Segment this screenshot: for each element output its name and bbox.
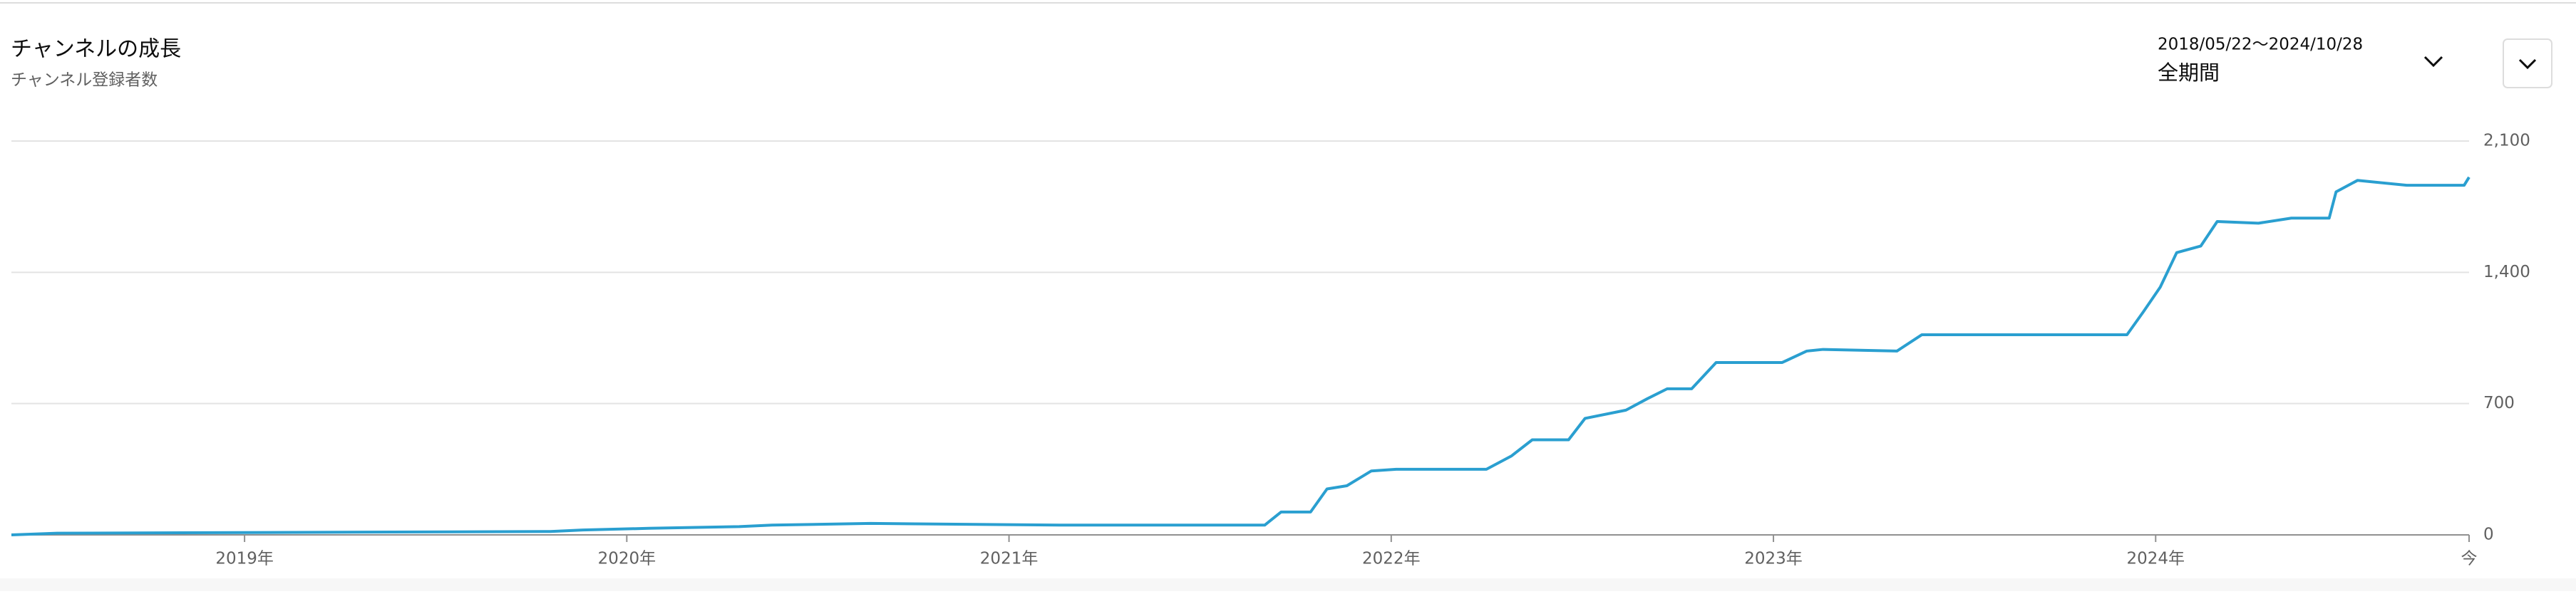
x-tick-label: 2024年 — [2127, 550, 2185, 568]
date-range: 2018/05/22〜2024/10/28 — [2158, 36, 2363, 54]
dropdown-chevron[interactable] — [2423, 56, 2443, 68]
chart-subtitle: チャンネル登録者数 — [11, 71, 158, 90]
x-tick-label: 2019年 — [215, 550, 274, 568]
y-tick-label: 700 — [2483, 394, 2515, 412]
menu-button[interactable] — [2503, 38, 2552, 88]
plot: 0 700 1,400 2,100 2019年 2020年 2021年 2022年 2023年 2… — [11, 132, 2530, 568]
x-tick-label: 2023年 — [1744, 550, 1803, 568]
period-select[interactable]: 全期間 — [2158, 61, 2220, 85]
series-line — [11, 176, 2471, 536]
x-tick-label: 今 — [2461, 550, 2478, 568]
x-tick-label: 2021年 — [980, 550, 1039, 568]
bottom-strip — [0, 578, 2576, 591]
y-tick-label: 1,400 — [2483, 263, 2530, 281]
y-tick-label: 0 — [2483, 526, 2494, 544]
x-tick-label: 2020年 — [598, 550, 656, 568]
chart-title: チャンネルの成長 — [11, 37, 181, 62]
y-tick-label: 2,100 — [2483, 132, 2530, 150]
x-tick-label: 2022年 — [1362, 550, 1421, 568]
menu-chevron — [2518, 58, 2537, 70]
